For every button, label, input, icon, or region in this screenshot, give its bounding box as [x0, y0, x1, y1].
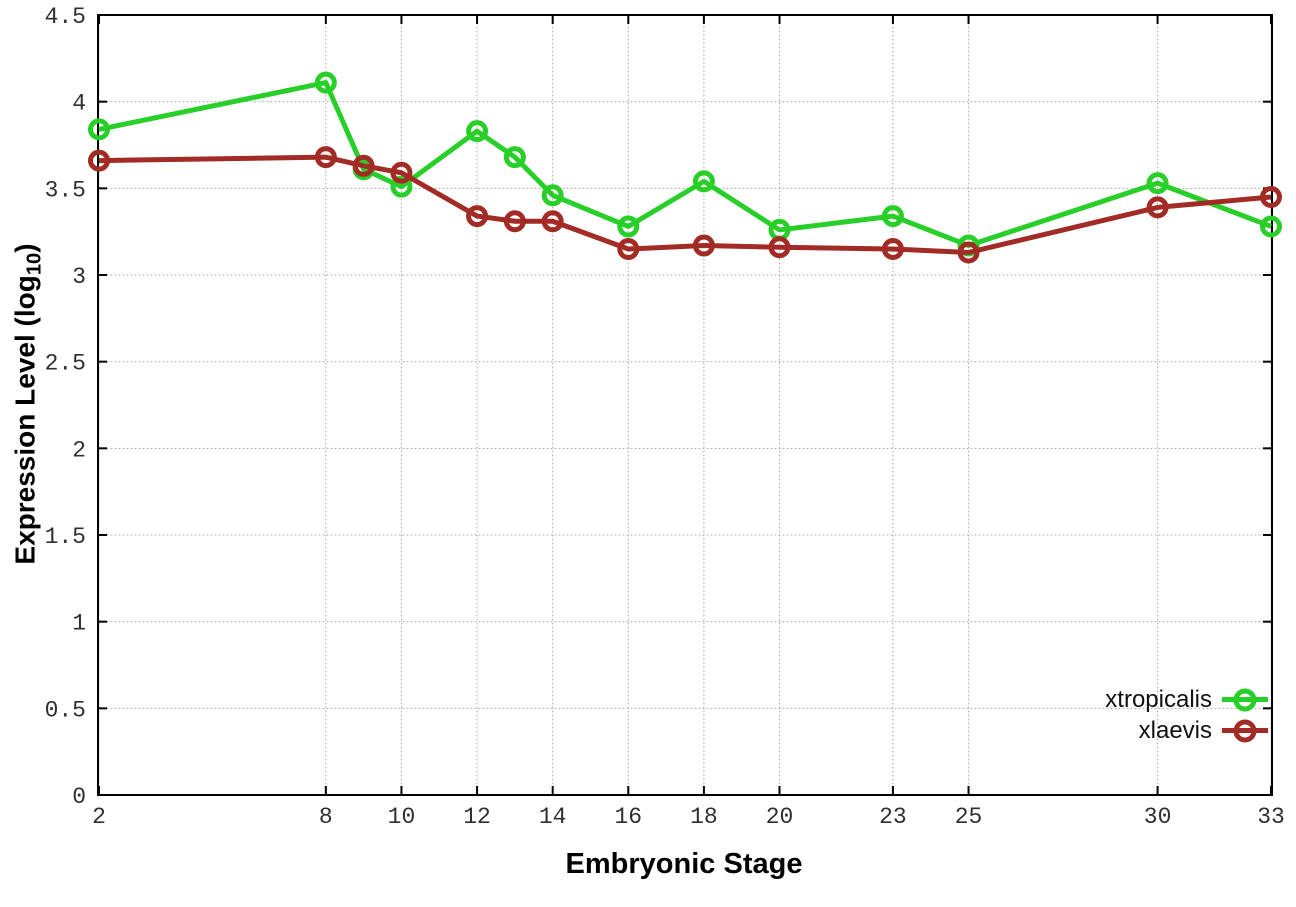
legend-marker-xlaevis	[1222, 718, 1268, 744]
y-axis-title-subscript: 10	[23, 252, 46, 276]
x-tick-label: 8	[319, 804, 333, 830]
y-tick-label: 0.5	[45, 697, 86, 723]
data-point	[466, 120, 489, 143]
x-tick-label: 33	[1257, 804, 1285, 830]
x-tick-label: 14	[539, 804, 567, 830]
legend: xtropicalis xlaevis	[1105, 684, 1268, 746]
data-point	[768, 236, 791, 259]
x-tick-label: 10	[388, 804, 416, 830]
x-tick-label: 30	[1144, 804, 1172, 830]
y-tick-label: 0	[72, 784, 86, 810]
data-point	[352, 154, 375, 177]
data-point	[390, 161, 413, 184]
data-point	[1260, 186, 1282, 208]
data-point	[692, 234, 715, 257]
x-tick-label: 25	[955, 804, 983, 830]
y-tick-label: 2.5	[45, 351, 86, 377]
data-point	[1146, 196, 1169, 219]
plot-border	[97, 14, 1273, 796]
tick-labels-layer: 2 8 10 12 14 16 18 20 23 25 30 33 0 0.5 1 1.5 2 2.5 3 3.5 4 4…	[45, 4, 1285, 830]
data-point	[88, 149, 110, 172]
data-point	[1260, 215, 1282, 238]
x-axis-title: Embryonic Stage	[565, 848, 803, 880]
grid-layer	[98, 14, 1272, 796]
x-tick-label: 20	[766, 804, 794, 830]
legend-point-sample	[1233, 719, 1257, 742]
data-point	[88, 118, 110, 141]
data-point	[390, 175, 413, 198]
series-xtropicalis	[88, 71, 1282, 257]
y-axis-title-end: )	[9, 243, 41, 253]
data-point	[541, 210, 564, 233]
series-xlaevis	[88, 146, 1282, 264]
x-tick-label: 2	[92, 804, 106, 830]
legend-item-xlaevis: xlaevis	[1105, 715, 1268, 746]
y-tick-label: 4.5	[45, 4, 86, 30]
data-point	[617, 238, 640, 260]
data-point	[692, 170, 715, 193]
y-tick-label: 4	[72, 91, 86, 117]
x-tick-label: 12	[463, 804, 491, 830]
data-point	[466, 205, 489, 228]
x-tick-label: 23	[879, 804, 907, 830]
legend-point-sample	[1233, 688, 1257, 711]
data-point	[314, 71, 337, 94]
data-point	[503, 146, 526, 169]
data-point	[541, 184, 564, 207]
legend-label: xlaevis	[1138, 716, 1212, 744]
y-tick-label: 1.5	[45, 524, 86, 550]
data-point	[617, 215, 640, 238]
data-point	[957, 241, 980, 264]
y-tick-label: 2	[72, 437, 86, 463]
y-axis-title-main: Expression Level (log	[9, 275, 41, 565]
x-tick-label: 18	[690, 804, 718, 830]
y-tick-label: 3	[72, 264, 86, 290]
data-point	[881, 238, 904, 260]
data-point	[1146, 172, 1169, 195]
legend-item-xtropicalis: xtropicalis	[1105, 684, 1268, 715]
ticks-layer	[98, 14, 1272, 796]
y-tick-label: 1	[72, 611, 86, 637]
y-tick-label: 3.5	[45, 177, 86, 203]
data-point	[503, 210, 526, 233]
data-point	[314, 146, 337, 169]
x-tick-label: 16	[614, 804, 642, 830]
legend-label: xtropicalis	[1105, 685, 1212, 713]
data-point	[881, 205, 904, 228]
y-axis-title: Expression Level (log10)	[10, 243, 47, 564]
legend-marker-xtropicalis	[1222, 687, 1268, 713]
